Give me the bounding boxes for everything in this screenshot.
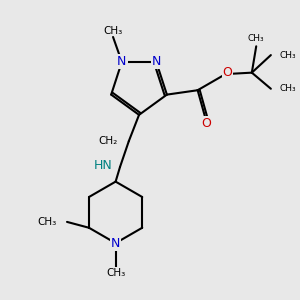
Text: N: N — [152, 56, 161, 68]
Text: CH₃: CH₃ — [106, 268, 125, 278]
Text: N: N — [117, 56, 127, 68]
Text: O: O — [202, 116, 212, 130]
Text: HN: HN — [94, 159, 113, 172]
Text: CH₃: CH₃ — [38, 217, 57, 227]
Text: CH₃: CH₃ — [280, 84, 296, 93]
Text: CH₃: CH₃ — [248, 34, 265, 43]
Text: CH₃: CH₃ — [103, 26, 123, 35]
Text: CH₃: CH₃ — [280, 51, 296, 60]
Text: N: N — [111, 237, 120, 250]
Text: O: O — [223, 66, 232, 79]
Text: CH₂: CH₂ — [98, 136, 118, 146]
